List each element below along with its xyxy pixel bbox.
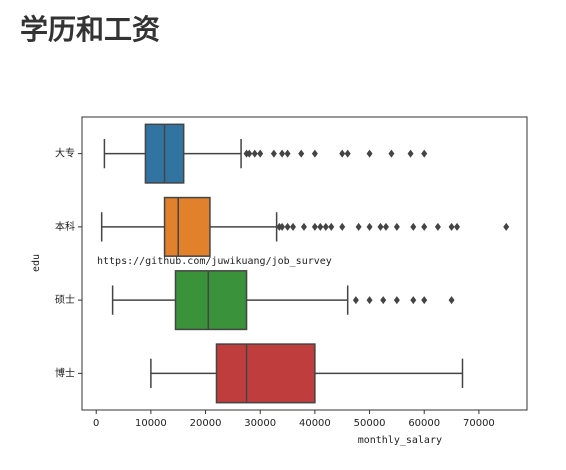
outlier <box>339 222 346 231</box>
outlier <box>270 149 277 158</box>
outlier <box>388 149 395 158</box>
y-axis-label: edu <box>31 254 42 272</box>
outlier <box>328 222 335 231</box>
outlier <box>246 149 253 158</box>
x-tick-label: 60000 <box>408 418 440 429</box>
outlier <box>380 296 387 305</box>
x-tick-label: 20000 <box>190 418 222 429</box>
outlier <box>298 149 305 158</box>
box <box>163 196 211 257</box>
outlier <box>300 222 307 231</box>
outlier <box>421 222 428 231</box>
outlier <box>407 149 414 158</box>
outlier <box>434 222 441 231</box>
plot-frame <box>81 116 528 411</box>
outlier <box>448 222 455 231</box>
outlier <box>448 296 455 305</box>
outlier <box>311 222 318 231</box>
x-axis-label: monthly_salary <box>358 435 442 446</box>
outlier <box>352 296 359 305</box>
outlier <box>284 149 291 158</box>
outlier <box>366 149 373 158</box>
outlier <box>284 222 291 231</box>
y-tick-label: 博士 <box>55 366 75 379</box>
outlier <box>279 149 286 158</box>
outlier <box>503 222 510 231</box>
outlier <box>410 222 417 231</box>
outlier <box>355 222 362 231</box>
x-tick-label: 50000 <box>354 418 386 429</box>
outlier <box>377 222 384 231</box>
y-tick-label: 大专 <box>55 147 75 160</box>
outlier <box>382 222 389 231</box>
outlier <box>317 222 324 231</box>
outlier <box>454 222 461 231</box>
x-tick-label: 0 <box>93 418 99 429</box>
annotation: https://github.com/juwikuang/job_survey <box>97 256 332 267</box>
x-tick-label: 10000 <box>135 418 167 429</box>
y-tick-label: 本科 <box>55 220 75 233</box>
outlier <box>257 149 264 158</box>
outlier <box>421 296 428 305</box>
outlier <box>311 149 318 158</box>
x-tick-label: 30000 <box>244 418 276 429</box>
outlier <box>290 222 297 231</box>
x-tick-label: 40000 <box>299 418 331 429</box>
y-tick-label: 硕士 <box>55 293 75 306</box>
outlier <box>339 149 346 158</box>
outlier <box>393 296 400 305</box>
outlier <box>344 149 351 158</box>
outlier <box>421 149 428 158</box>
outlier <box>366 222 373 231</box>
outlier <box>393 222 400 231</box>
outlier <box>410 296 417 305</box>
outlier <box>251 149 258 158</box>
box <box>215 343 316 404</box>
outlier <box>322 222 329 231</box>
x-tick-label: 70000 <box>463 418 495 429</box>
box <box>174 270 248 331</box>
outlier <box>279 222 286 231</box>
page-heading: 学历和工资 <box>20 13 161 46</box>
outlier <box>366 296 373 305</box>
